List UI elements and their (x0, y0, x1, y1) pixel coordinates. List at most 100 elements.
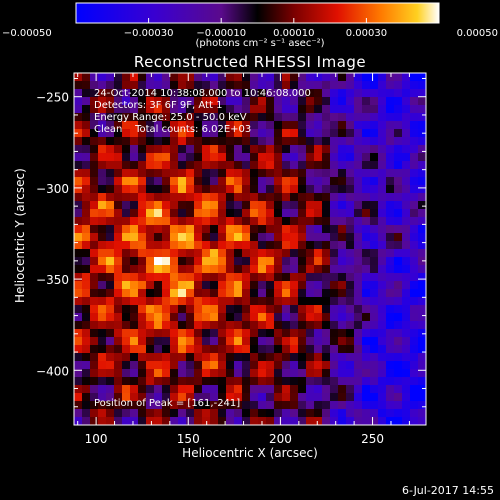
heatmap-cell (202, 361, 211, 370)
heatmap-cell (306, 393, 315, 402)
heatmap-cell (394, 121, 403, 130)
heatmap-cell (74, 377, 83, 386)
heatmap-cell (386, 265, 395, 274)
heatmap-cell (274, 409, 283, 418)
heatmap-cell (378, 385, 387, 394)
heatmap-cell (106, 193, 115, 202)
heatmap-cell (338, 337, 347, 346)
heatmap-cell (418, 241, 426, 250)
heatmap-cell (226, 145, 235, 154)
heatmap-cell (170, 249, 179, 258)
heatmap-cell (154, 401, 163, 410)
heatmap-cell (418, 329, 426, 338)
heatmap-cell (218, 121, 227, 130)
heatmap-cell (194, 417, 203, 425)
heatmap-cell (338, 361, 347, 370)
heatmap-cell (210, 169, 219, 178)
heatmap-cell (178, 401, 187, 410)
heatmap-cell (322, 257, 331, 266)
heatmap-cell (154, 121, 163, 130)
heatmap-cell (290, 97, 299, 106)
heatmap-cell (258, 169, 267, 178)
heatmap-cell (346, 105, 355, 114)
heatmap-cell (386, 185, 395, 194)
heatmap-cell (394, 385, 403, 394)
heatmap-cell (74, 105, 83, 114)
heatmap-cell (194, 169, 203, 178)
heatmap-cell (218, 209, 227, 218)
heatmap-cell (170, 105, 179, 114)
heatmap-cell (394, 225, 403, 234)
heatmap-cell (370, 321, 379, 330)
heatmap-cell (322, 153, 331, 162)
heatmap-cell (290, 249, 299, 258)
heatmap-cell (194, 377, 203, 386)
heatmap-cell (274, 377, 283, 386)
heatmap-cell (178, 377, 187, 386)
heatmap-cell (338, 97, 347, 106)
heatmap-cell (402, 417, 411, 425)
heatmap-cell (138, 209, 147, 218)
heatmap-cell (162, 73, 171, 82)
heatmap-cell (314, 321, 323, 330)
heatmap-cell (290, 129, 299, 138)
heatmap-cell (226, 241, 235, 250)
heatmap-cell (330, 257, 339, 266)
heatmap-cell (98, 345, 107, 354)
heatmap-cell (306, 385, 315, 394)
heatmap-cell (346, 233, 355, 242)
heatmap-cell (386, 329, 395, 338)
heatmap-cell (122, 321, 131, 330)
heatmap-cell (394, 153, 403, 162)
heatmap-cell (330, 337, 339, 346)
heatmap-cell (194, 185, 203, 194)
heatmap-cell (354, 393, 363, 402)
heatmap-cell (106, 225, 115, 234)
heatmap-cell (90, 201, 99, 210)
heatmap-cell (290, 193, 299, 202)
heatmap-cell (250, 209, 259, 218)
heatmap-cell (170, 145, 179, 154)
heatmap-cell (170, 89, 179, 98)
heatmap-cell (274, 81, 283, 90)
heatmap-cell (194, 233, 203, 242)
heatmap-cell (90, 169, 99, 178)
heatmap-cell (202, 97, 211, 106)
heatmap-cell (242, 345, 251, 354)
heatmap-cell (314, 401, 323, 410)
heatmap-cell (82, 305, 91, 314)
heatmap-cell (226, 281, 235, 290)
heatmap-cell (202, 233, 211, 242)
heatmap-cell (290, 145, 299, 154)
heatmap-cell (178, 257, 187, 266)
heatmap-cell (210, 97, 219, 106)
heatmap-cell (218, 89, 227, 98)
heatmap-cell (362, 361, 371, 370)
heatmap-cell (138, 161, 147, 170)
heatmap-cell (178, 417, 187, 425)
heatmap-cell (266, 225, 275, 234)
heatmap-cell (154, 313, 163, 322)
heatmap-cell (274, 209, 283, 218)
heatmap-cell (418, 201, 426, 210)
heatmap-cell (82, 297, 91, 306)
heatmap-cell (250, 169, 259, 178)
heatmap-cell (266, 97, 275, 106)
heatmap-cell (362, 321, 371, 330)
heatmap-cell (98, 233, 107, 242)
heatmap-cell (354, 153, 363, 162)
heatmap-cell (154, 73, 163, 82)
heatmap-cell (98, 153, 107, 162)
heatmap-cell (362, 73, 371, 82)
heatmap-cell (122, 105, 131, 114)
heatmap-cell (378, 337, 387, 346)
heatmap-cell (210, 185, 219, 194)
heatmap-cell (154, 329, 163, 338)
heatmap-cell (202, 409, 211, 418)
heatmap-cell (330, 393, 339, 402)
heatmap-cell (346, 177, 355, 186)
heatmap-cell (122, 129, 131, 138)
heatmap-cell (370, 281, 379, 290)
heatmap-cell (258, 345, 267, 354)
heatmap-cell (218, 217, 227, 226)
